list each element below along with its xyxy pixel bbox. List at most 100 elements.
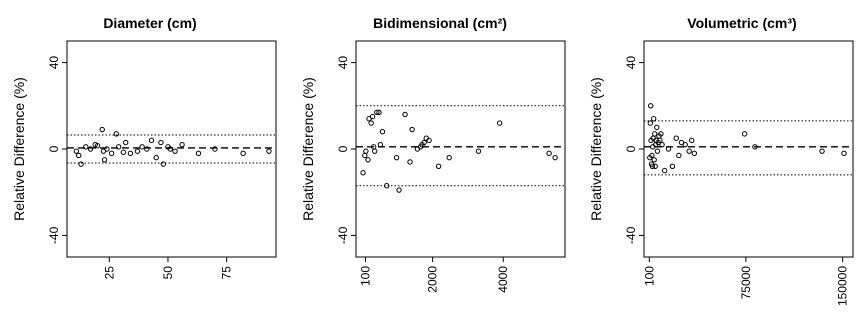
x-tick-label: 100: [359, 266, 373, 286]
data-point: [421, 139, 427, 146]
axis-ticks: -40 0 40 100 75000 150000: [624, 56, 850, 306]
data-point: [377, 141, 384, 148]
data-point: [379, 129, 386, 135]
data-point: [78, 161, 84, 167]
data-point: [360, 170, 366, 176]
data-point: [654, 124, 660, 131]
reference-lines: [356, 105, 565, 187]
data-point: [365, 157, 371, 163]
panel-title: Diameter (cm): [103, 15, 196, 31]
data-point: [651, 157, 657, 163]
panel-diameter: Diameter (cm) Relative Difference (%) -4…: [11, 15, 277, 280]
data-point: [669, 163, 676, 169]
data-point: [741, 131, 748, 137]
data-point: [369, 113, 376, 120]
reference-lines: [644, 120, 853, 176]
x-tick-label: 150000: [836, 266, 850, 306]
data-point: [552, 154, 558, 161]
data-point: [172, 148, 178, 154]
data-point: [673, 135, 679, 141]
data-point: [101, 157, 108, 163]
x-tick-label: 75: [220, 266, 234, 280]
data-point: [661, 167, 668, 174]
y-tick-label: 40: [624, 56, 638, 70]
data-point: [546, 150, 552, 157]
data-point: [682, 141, 688, 148]
data-point: [134, 148, 141, 154]
data-point: [396, 187, 402, 193]
data-point: [752, 144, 758, 150]
data-point: [647, 120, 654, 126]
reference-lines: [67, 134, 276, 164]
data-point: [108, 150, 115, 157]
data-point: [649, 163, 656, 169]
data-point: [384, 183, 390, 189]
data-point: [113, 131, 120, 137]
data-point: [158, 139, 164, 146]
data-point: [76, 152, 82, 159]
data-point: [426, 137, 432, 144]
y-axis-label: Relative Difference (%): [300, 77, 316, 221]
data-point: [496, 120, 503, 126]
data-point: [104, 146, 110, 152]
data-point: [363, 148, 369, 154]
data-point: [475, 148, 482, 154]
data-point: [153, 154, 159, 161]
plot-frame: [355, 40, 566, 258]
data-point: [657, 137, 663, 144]
x-tick-label: 100: [642, 266, 656, 286]
x-tick-label: 25: [102, 266, 116, 280]
x-tick-label: 4000: [496, 266, 510, 293]
data-point: [435, 163, 442, 169]
data-point: [144, 146, 150, 152]
axis-ticks: -40 0 40 25 50 75: [47, 56, 234, 280]
data-point: [654, 148, 661, 154]
y-tick-label: 0: [47, 145, 61, 152]
data-point: [372, 148, 378, 154]
data-point: [446, 154, 452, 161]
data-point: [648, 103, 654, 109]
data-point: [659, 141, 665, 148]
y-tick-label: 0: [624, 145, 638, 152]
data-point: [409, 126, 415, 133]
data-point: [407, 159, 413, 165]
data-point: [686, 148, 692, 154]
data-point: [99, 126, 105, 133]
data-point: [160, 161, 166, 167]
data-point: [127, 150, 134, 157]
y-tick-label: -40: [624, 226, 638, 244]
plot-frame: [66, 40, 277, 258]
data-point: [649, 152, 655, 159]
data-point: [841, 150, 847, 157]
x-tick-label: 2000: [426, 266, 440, 293]
y-tick-label: 40: [336, 56, 350, 70]
data-point: [195, 150, 202, 157]
axis-ticks: -40 0 40 100 2000 4000: [336, 56, 510, 293]
data-point: [123, 139, 129, 146]
y-tick-label: 0: [336, 145, 350, 152]
data-point: [94, 143, 101, 149]
y-tick-label: -40: [336, 226, 350, 244]
x-tick-label: 75000: [739, 266, 753, 300]
panel-bidimensional: Bidimensional (cm²) Relative Difference …: [300, 15, 566, 293]
data-point: [240, 150, 246, 157]
data-point: [689, 137, 695, 144]
panel-title: Bidimensional (cm²): [373, 15, 507, 31]
data-point: [115, 144, 122, 150]
x-tick-label: 50: [161, 266, 175, 280]
data-point: [678, 139, 685, 146]
data-point: [179, 141, 185, 148]
data-point: [650, 116, 657, 122]
data-point: [665, 146, 672, 152]
data-point: [73, 148, 80, 154]
y-axis-label: Relative Difference (%): [588, 77, 604, 221]
data-point: [652, 163, 658, 169]
data-point: [87, 146, 94, 152]
data-point: [212, 146, 218, 152]
y-tick-label: -40: [47, 226, 61, 244]
data-point: [652, 131, 658, 137]
data-point: [167, 146, 174, 152]
data-point: [393, 154, 400, 161]
data-point: [362, 152, 368, 159]
